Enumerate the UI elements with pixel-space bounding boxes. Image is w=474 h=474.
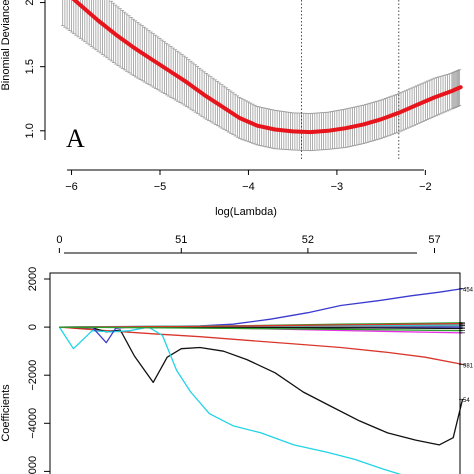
b-top-tick-label: 57 bbox=[428, 234, 440, 246]
b-y-tick-label: 0 bbox=[27, 324, 39, 330]
b-series-end-label: 54 bbox=[463, 398, 470, 404]
coefficient-path bbox=[58, 326, 402, 474]
b-y-tick-label: −2000 bbox=[27, 360, 39, 391]
coefficient-path bbox=[59, 287, 463, 328]
b-topticks: 0 51 52 57 bbox=[56, 234, 441, 253]
a-panel-label: A bbox=[66, 124, 85, 153]
coefficient-path bbox=[59, 326, 463, 366]
b-top-tick-label: 52 bbox=[302, 234, 314, 246]
a-x-tick-label: −3 bbox=[331, 181, 344, 193]
b-yticks: 2000 0 −2000 −4000 −6000 bbox=[27, 267, 50, 474]
a-y-tick-label: 1.5 bbox=[24, 59, 36, 74]
a-x-tick-label: −2 bbox=[419, 181, 432, 193]
a-x-tick-label: −6 bbox=[65, 181, 78, 193]
coefficient-path bbox=[59, 326, 463, 332]
a-y-tick-label: 2 bbox=[24, 0, 36, 6]
a-y-axis-label: Binomial Deviance bbox=[0, 0, 12, 91]
panel-b: 0 51 52 57 2000 0 −2000 −4000 −6000 454 981 54 Co… bbox=[0, 234, 474, 474]
a-vlines bbox=[301, 0, 400, 161]
b-top-tick-label: 51 bbox=[175, 234, 187, 246]
a-series bbox=[71, 0, 463, 135]
a-x-tick-label: −4 bbox=[242, 181, 255, 193]
a-xticks: −6 −5 −4 −3 −2 bbox=[65, 170, 432, 193]
a-x-tick-label: −5 bbox=[154, 181, 167, 193]
panel-a: 1.0 1.5 2 −6 −5 −4 −3 −2 A log(Lambda) Binomia… bbox=[0, 0, 463, 218]
a-x-axis-label: log(Lambda) bbox=[215, 206, 277, 218]
b-top-tick-label: 0 bbox=[56, 234, 62, 246]
b-right-ticks bbox=[459, 288, 465, 400]
coefficient-path bbox=[59, 323, 463, 328]
coefficient-path bbox=[59, 326, 464, 446]
b-y-tick-label: 2000 bbox=[27, 267, 39, 291]
b-series-end-label: 981 bbox=[463, 363, 474, 369]
mean-deviance-line bbox=[71, 0, 463, 135]
b-plot-frame bbox=[49, 272, 461, 474]
b-series-end-label: 454 bbox=[463, 288, 474, 294]
b-series bbox=[58, 287, 464, 474]
a-yticks: 1.0 1.5 2 bbox=[24, 0, 45, 138]
a-y-tick-label: 1.0 bbox=[24, 123, 36, 138]
b-y-tick-label: −6000 bbox=[27, 456, 39, 474]
b-y-tick-label: −4000 bbox=[27, 408, 39, 439]
b-series-labels: 454 981 54 bbox=[463, 288, 474, 405]
b-y-axis-label: Coefficients bbox=[0, 384, 12, 442]
